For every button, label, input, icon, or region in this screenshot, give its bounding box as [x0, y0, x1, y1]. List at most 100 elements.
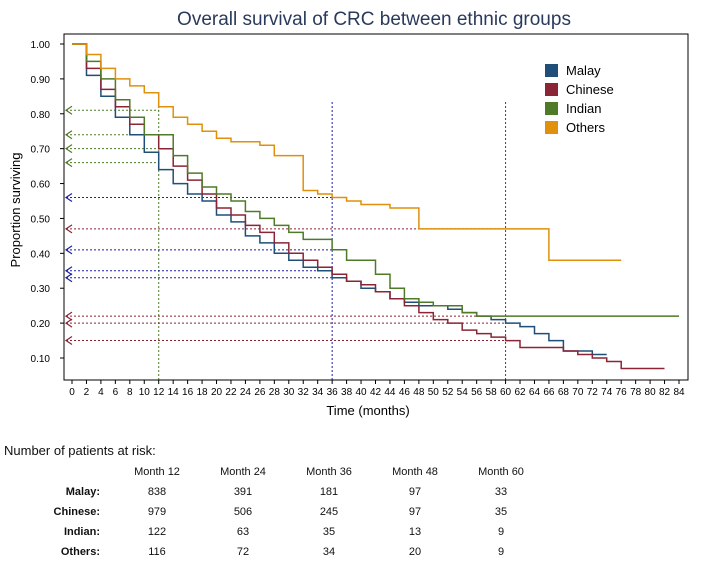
risk-table-header-row: Month 12 Month 24 Month 36 Month 48 Mont…	[30, 462, 544, 482]
chart-background	[0, 0, 708, 440]
risk-row-others: Others: 116 72 34 20 9	[30, 542, 544, 562]
x-tick-label: 76	[616, 387, 628, 398]
y-tick-label: 0.70	[31, 145, 51, 156]
x-tick-label: 46	[399, 387, 411, 398]
reference-arrow-head	[64, 245, 73, 255]
y-tick-label: 0.20	[31, 319, 51, 330]
x-tick-label: 50	[428, 387, 440, 398]
x-tick-label: 40	[355, 387, 367, 398]
risk-cell: 35	[322, 526, 336, 538]
reference-arrow-head	[64, 273, 73, 283]
risk-col-header: Month 12	[134, 466, 180, 478]
risk-cell: 116	[148, 546, 166, 558]
risk-row-label: Malay:	[65, 486, 100, 498]
chart-title: Overall survival of CRC between ethnic g…	[177, 9, 571, 30]
legend-swatch-others	[545, 121, 558, 134]
y-tick-label: 0.90	[31, 75, 51, 86]
risk-cell: 391	[233, 486, 253, 498]
series-lines	[72, 43, 679, 370]
reference-arrow-head	[64, 311, 73, 321]
x-tick-label: 36	[327, 387, 339, 398]
x-tick-label: 58	[486, 387, 498, 398]
risk-cell: 9	[497, 546, 505, 558]
risk-row-malay: Malay: 838 391 181 97 33	[30, 482, 544, 502]
risk-cell: 63	[236, 526, 250, 538]
legend-label-indian: Indian	[566, 101, 601, 116]
risk-table-corner	[30, 462, 114, 482]
risk-cell: 35	[494, 506, 508, 518]
reference-arrow-head	[64, 336, 73, 346]
risk-cell: 34	[322, 546, 336, 558]
legend-label-chinese: Chinese	[566, 82, 614, 97]
risk-row-label: Indian:	[63, 526, 100, 538]
x-tick-label: 26	[254, 387, 266, 398]
reference-arrow-head	[64, 266, 73, 276]
reference-arrow-head	[64, 158, 73, 168]
legend-label-others: Others	[566, 120, 606, 135]
risk-row-label: Others:	[60, 546, 100, 558]
risk-cell: 979	[147, 506, 167, 518]
x-tick-label: 80	[645, 387, 657, 398]
x-axis-label: Time (months)	[326, 403, 409, 418]
survival-line-others	[72, 43, 622, 262]
axes: 0 2 4 6 8 10 12 14 16 18 20 22 24 26 28 30 32 34 36 38 40 42 4…	[31, 33, 689, 398]
legend-swatch-chinese	[545, 83, 558, 96]
legend-swatch-indian	[545, 102, 558, 115]
x-tick-label: 62	[514, 387, 526, 398]
reference-arrow-head	[64, 224, 73, 234]
y-tick-label: 1.00	[31, 40, 51, 51]
x-tick-label: 74	[601, 387, 613, 398]
survival-line-chinese	[72, 43, 665, 370]
x-tick-label: 30	[283, 387, 295, 398]
x-tick-label: 52	[442, 387, 454, 398]
risk-table-heading: Number of patients at risk:	[4, 443, 156, 458]
x-tick-label: 70	[572, 387, 584, 398]
x-tick-label: 32	[298, 387, 310, 398]
x-tick-label: 22	[225, 387, 237, 398]
x-tick-label: 44	[384, 387, 396, 398]
risk-col-header: Month 36	[306, 466, 352, 478]
x-tick-label: 66	[543, 387, 555, 398]
risk-cell: 97	[408, 486, 422, 498]
risk-row-label: Chinese:	[53, 506, 100, 518]
x-tick-label: 12	[153, 387, 165, 398]
x-tick-label: 24	[240, 387, 252, 398]
x-tick-label: 54	[457, 387, 469, 398]
risk-cell: 122	[147, 526, 167, 538]
reference-arrow-head	[64, 318, 73, 328]
x-tick-label: 38	[341, 387, 353, 398]
y-tick-label: 0.80	[31, 110, 51, 121]
risk-cell: 506	[233, 506, 253, 518]
x-tick-label: 56	[471, 387, 483, 398]
risk-cell: 13	[408, 526, 422, 538]
y-tick-label: 0.40	[31, 249, 51, 260]
risk-col-header: Month 60	[478, 466, 524, 478]
x-tick-label: 72	[587, 387, 599, 398]
risk-row-chinese: Chinese: 979 506 245 97 35	[30, 502, 544, 522]
x-tick-label: 48	[413, 387, 425, 398]
risk-col-header: Month 24	[220, 466, 266, 478]
x-tick-label: 10	[139, 387, 151, 398]
risk-row-indian: Indian: 122 63 35 13 9	[30, 522, 544, 542]
risk-cell: 181	[319, 486, 339, 498]
reference-arrow-head	[64, 130, 73, 140]
survival-line-indian	[72, 43, 679, 317]
legend: Malay Chinese Indian Others	[545, 63, 614, 135]
x-tick-label: 42	[370, 387, 382, 398]
x-tick-label: 4	[98, 387, 104, 398]
x-tick-label: 68	[558, 387, 570, 398]
x-tick-label: 0	[69, 387, 75, 398]
risk-cell: 838	[147, 486, 167, 498]
x-tick-label: 82	[659, 387, 671, 398]
reference-lines	[64, 100, 507, 380]
y-tick-label: 0.10	[31, 354, 51, 365]
x-tick-label: 20	[211, 387, 223, 398]
x-tick-label: 28	[269, 387, 281, 398]
x-tick-label: 18	[197, 387, 209, 398]
risk-cell: 9	[497, 526, 505, 538]
x-tick-label: 34	[312, 387, 324, 398]
legend-swatch-malay	[545, 64, 558, 77]
x-tick-label: 6	[113, 387, 119, 398]
x-tick-label: 2	[84, 387, 90, 398]
risk-col-header: Month 48	[392, 466, 438, 478]
